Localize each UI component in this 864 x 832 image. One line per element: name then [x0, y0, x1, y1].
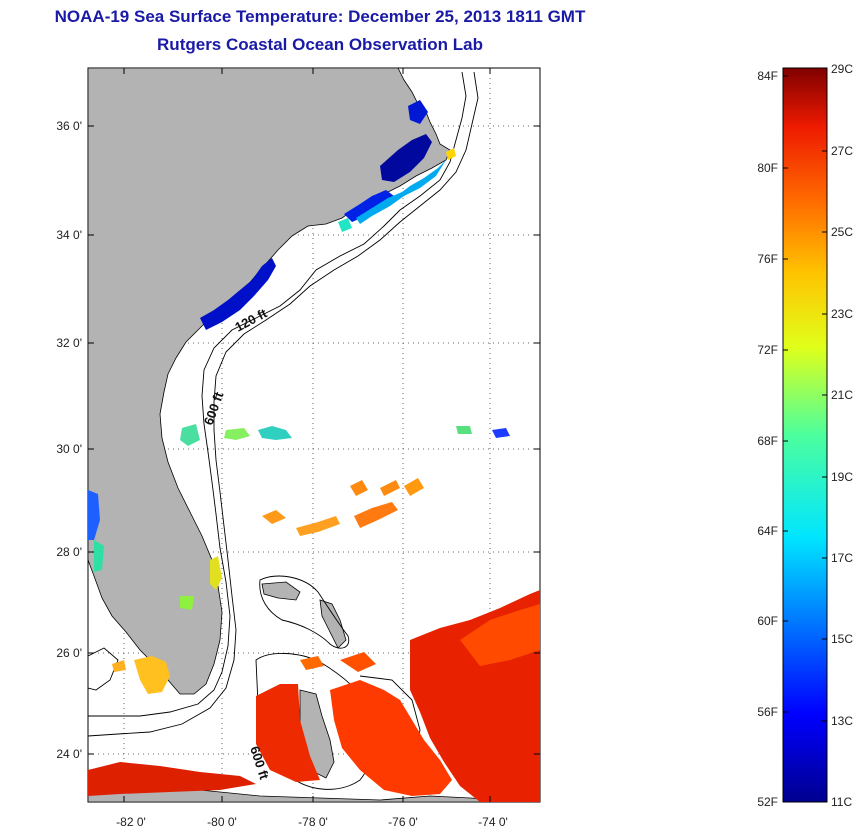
colorbar-c-label: 23C: [831, 307, 853, 321]
lon-tick-label: -82 0': [116, 815, 146, 829]
colorbar-f-label: 84F: [757, 69, 778, 83]
colorbar-c-label: 15C: [831, 632, 853, 646]
colorbar-c-label: 11C: [831, 795, 852, 809]
sst-cold-water: [88, 100, 510, 610]
colorbar-f-label: 52F: [757, 795, 778, 809]
map-title: NOAA-19 Sea Surface Temperature: Decembe…: [54, 7, 586, 26]
lat-tick-label: 28 0': [56, 545, 82, 559]
lon-tick-label: -78 0': [298, 815, 328, 829]
lat-tick-label: 32 0': [56, 336, 82, 350]
colorbar: [782, 67, 828, 803]
colorbar-c-label: 29C: [831, 62, 853, 76]
axis-ticks: [88, 68, 540, 802]
bahamas-grand: [261, 581, 301, 601]
lat-tick-label: 30 0': [56, 442, 82, 456]
colorbar-c-label: 27C: [831, 144, 853, 158]
map-subtitle: Rutgers Coastal Ocean Observation Lab: [157, 35, 483, 54]
lon-tick-label: -74 0': [478, 815, 508, 829]
colorbar-ticks: [783, 67, 827, 722]
colorbar-f-label: 60F: [757, 614, 778, 628]
lon-tick-label: -80 0': [207, 815, 237, 829]
lon-tick-label: -76 0': [388, 815, 418, 829]
colorbar-c-label: 13C: [831, 714, 853, 728]
colorbar-f-label: 56F: [757, 705, 778, 719]
colorbar-f-label: 80F: [757, 161, 778, 175]
colorbar-c-label: 17C: [831, 551, 853, 565]
colorbar-f-label: 64F: [757, 524, 778, 538]
colorbar-c-label: 21C: [831, 388, 853, 402]
colorbar-c-label: 25C: [831, 225, 853, 239]
lat-tick-label: 24 0': [56, 747, 82, 761]
lat-tick-label: 26 0': [56, 646, 82, 660]
colorbar-c-label: 19C: [831, 470, 853, 484]
colorbar-f-label: 76F: [757, 252, 778, 266]
colorbar-f-label: 68F: [757, 434, 778, 448]
lat-tick-label: 34 0': [56, 228, 82, 242]
colorbar-f-label: 72F: [757, 343, 778, 357]
lat-tick-label: 36 0': [56, 119, 82, 133]
bahamas-abaco: [319, 599, 347, 649]
sst-warm-water: [88, 478, 540, 802]
